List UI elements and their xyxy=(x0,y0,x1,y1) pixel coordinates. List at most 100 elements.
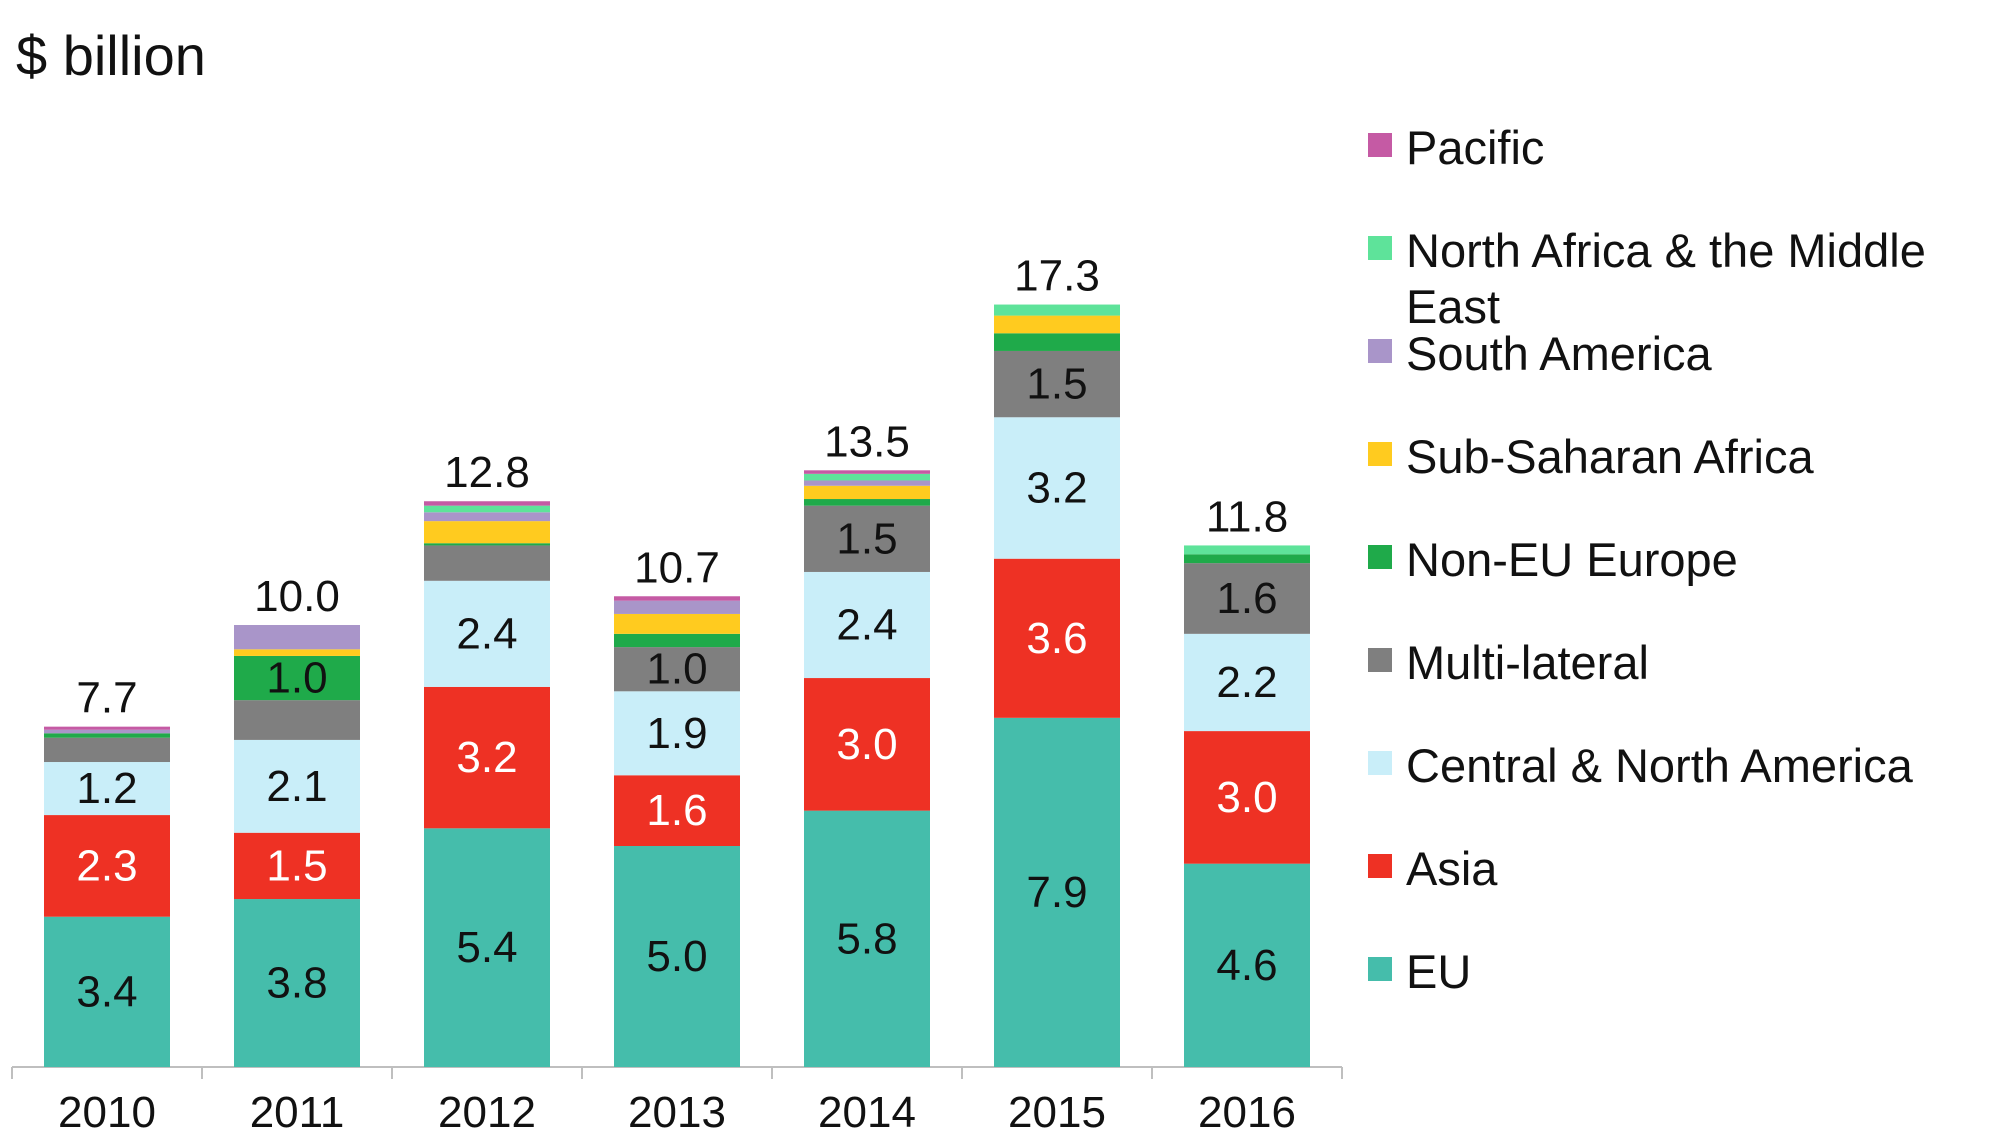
data-label: 1.6 xyxy=(646,786,707,835)
data-label: 3.2 xyxy=(456,733,517,782)
legend-swatch xyxy=(1368,751,1392,775)
data-label: 2.2 xyxy=(1216,658,1277,707)
bar-segment-2012-8 xyxy=(424,501,550,506)
total-label: 7.7 xyxy=(76,674,137,723)
data-label: 2.4 xyxy=(456,609,517,658)
data-label: 4.6 xyxy=(1216,941,1277,990)
legend-item: Asia xyxy=(1368,841,1968,897)
legend-label: Multi-lateral xyxy=(1406,636,1649,689)
data-label: 5.4 xyxy=(456,923,517,972)
total-label: 10.7 xyxy=(634,543,720,592)
bar-segment-2012-0 xyxy=(424,828,550,1067)
legend-swatch xyxy=(1368,133,1392,157)
bar-segment-2015-1 xyxy=(994,558,1120,718)
legend-swatch xyxy=(1368,339,1392,363)
bar-segment-2010-0 xyxy=(44,916,170,1067)
bar-segment-2011-2 xyxy=(234,739,360,833)
bar-segment-2016-3 xyxy=(1184,563,1310,634)
bar-segment-2012-5 xyxy=(424,521,550,544)
data-label: 2.3 xyxy=(76,841,137,890)
bar-segment-2014-4 xyxy=(804,499,930,506)
bar-segment-2010-8 xyxy=(44,726,170,730)
bar-segment-2011-6 xyxy=(234,625,360,650)
data-label: 3.4 xyxy=(76,967,137,1016)
legend-label: EU xyxy=(1406,945,1472,998)
legend-label: Central & North America xyxy=(1406,739,1913,792)
legend-item: North Africa & the Middle East xyxy=(1368,223,1968,335)
bar-segment-2012-7 xyxy=(424,505,550,513)
bar-segment-2013-4 xyxy=(614,633,740,648)
bar-segment-2013-8 xyxy=(614,596,740,601)
bar-segment-2016-0 xyxy=(1184,863,1310,1067)
bar-segment-2015-2 xyxy=(994,417,1120,559)
legend-label: Asia xyxy=(1406,842,1498,895)
legend-item: Non-EU Europe xyxy=(1368,532,1968,588)
x-tick-label: 2012 xyxy=(438,1088,536,1137)
data-label: 1.5 xyxy=(266,841,327,890)
bar-segment-2014-6 xyxy=(804,480,930,486)
bar-segment-2011-5 xyxy=(234,649,360,656)
legend-swatch xyxy=(1368,442,1392,466)
bar-segment-2013-5 xyxy=(614,613,740,634)
legend-item: Sub-Saharan Africa xyxy=(1368,429,1968,485)
bar-segment-2014-3 xyxy=(804,505,930,572)
legend-label: Non-EU Europe xyxy=(1406,533,1738,586)
data-label: 1.5 xyxy=(836,514,897,563)
bar-segment-2013-6 xyxy=(614,600,740,614)
legend-swatch xyxy=(1368,648,1392,672)
x-tick-label: 2016 xyxy=(1198,1088,1296,1137)
data-label: 1.6 xyxy=(1216,574,1277,623)
total-label: 17.3 xyxy=(1014,252,1100,301)
legend-label: South America xyxy=(1406,327,1712,380)
data-label: 3.0 xyxy=(1216,773,1277,822)
total-label: 10.0 xyxy=(254,572,340,621)
legend-swatch xyxy=(1368,545,1392,569)
legend-item: Multi-lateral xyxy=(1368,635,1968,691)
data-label: 3.2 xyxy=(1026,463,1087,512)
data-label: 1.2 xyxy=(76,764,137,813)
bar-segment-2016-4 xyxy=(1184,554,1310,564)
legend-item: South America xyxy=(1368,326,1968,382)
bar-segment-2012-4 xyxy=(424,543,550,546)
bar-segment-2010-6 xyxy=(44,729,170,734)
bar-segment-2014-7 xyxy=(804,473,930,481)
bar-segment-2012-2 xyxy=(424,580,550,687)
legend-swatch xyxy=(1368,236,1392,260)
bar-segment-2014-0 xyxy=(804,810,930,1067)
data-label: 3.0 xyxy=(836,720,897,769)
legend-item: EU xyxy=(1368,944,1968,1000)
legend-item: Central & North America xyxy=(1368,738,1968,794)
bar-segment-2010-4 xyxy=(44,733,170,738)
total-label: 13.5 xyxy=(824,417,910,466)
bar-segment-2011-0 xyxy=(234,899,360,1067)
bar-segment-2011-1 xyxy=(234,832,360,900)
x-tick-label: 2014 xyxy=(818,1088,916,1137)
total-label: 11.8 xyxy=(1206,492,1288,541)
x-tick-label: 2013 xyxy=(628,1088,726,1137)
data-label: 3.8 xyxy=(266,959,327,1008)
legend-label: North Africa & the Middle East xyxy=(1406,224,1926,333)
bar-segment-2016-1 xyxy=(1184,731,1310,864)
x-tick-label: 2011 xyxy=(250,1088,345,1137)
data-label: 1.5 xyxy=(1026,360,1087,409)
bar-segment-2016-7 xyxy=(1184,545,1310,555)
bar-segment-2011-3 xyxy=(234,700,360,740)
legend-label: Pacific xyxy=(1406,121,1545,174)
bar-segment-2014-1 xyxy=(804,678,930,811)
bar-segment-2015-3 xyxy=(994,350,1120,418)
unit-label: $ billion xyxy=(16,24,206,87)
bar-segment-2016-2 xyxy=(1184,633,1310,732)
data-label: 7.9 xyxy=(1026,868,1087,917)
x-tick-label: 2015 xyxy=(1008,1088,1106,1137)
data-label: 1.0 xyxy=(266,654,327,703)
bar-segment-2014-2 xyxy=(804,571,930,679)
bar-segment-2012-3 xyxy=(424,545,550,581)
bar-segment-2010-1 xyxy=(44,815,170,917)
legend-swatch xyxy=(1368,854,1392,878)
bar-segment-2010-2 xyxy=(44,762,170,816)
data-label: 2.1 xyxy=(266,762,327,811)
bar-segment-2013-0 xyxy=(614,846,740,1067)
bar-segment-2010-3 xyxy=(44,737,170,763)
